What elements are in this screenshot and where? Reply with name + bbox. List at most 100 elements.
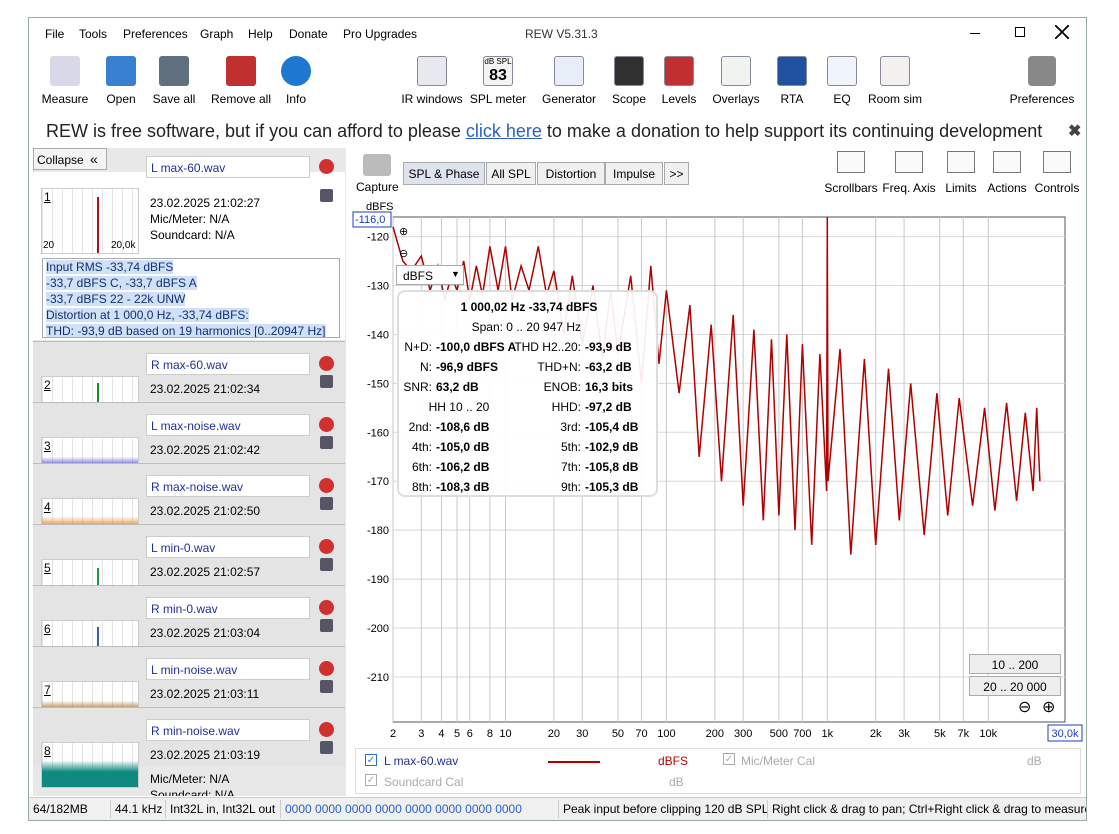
- toolbar-label[interactable]: Save all: [152, 92, 196, 106]
- zoom-in-x[interactable]: ⊕: [1042, 699, 1056, 716]
- menu-item[interactable]: Donate: [289, 27, 328, 41]
- graph-tab-label[interactable]: Distortion: [545, 167, 597, 181]
- toolbar-icon[interactable]: [880, 56, 910, 86]
- graph-tab-label[interactable]: Impulse: [612, 167, 656, 181]
- measurement-action[interactable]: [320, 680, 333, 693]
- remove-button[interactable]: [319, 478, 334, 493]
- toolbar-label[interactable]: SPL meter: [469, 92, 527, 106]
- capture-label[interactable]: Capture: [356, 180, 399, 194]
- measurement-name[interactable]: L max-noise.wav: [146, 414, 310, 436]
- measurement-action[interactable]: [320, 619, 333, 632]
- toolbar-icon[interactable]: [417, 56, 447, 86]
- range-button-label[interactable]: 10 .. 200: [991, 658, 1039, 672]
- toolbar-label[interactable]: Room sim: [867, 92, 922, 106]
- measurement-action[interactable]: [320, 741, 333, 754]
- measurement-name-text[interactable]: L min-noise.wav: [151, 663, 238, 677]
- toolbar-label[interactable]: Overlays: [712, 92, 760, 106]
- measurement-name[interactable]: L min-0.wav: [146, 536, 310, 558]
- zoom-out-x[interactable]: ⊖: [1018, 699, 1032, 716]
- measurement-name[interactable]: L max-60.wav: [146, 156, 310, 178]
- measurement-name-text[interactable]: L max-noise.wav: [151, 419, 241, 433]
- toolbar-icon[interactable]: [50, 56, 80, 86]
- graph-tool-label[interactable]: Freq. Axis: [882, 181, 936, 195]
- donate-link[interactable]: click here: [465, 121, 542, 141]
- toolbar-icon[interactable]: [159, 56, 189, 86]
- toolbar-icon[interactable]: [614, 56, 644, 86]
- menu-item[interactable]: Tools: [79, 27, 108, 41]
- graph-tool-icon[interactable]: [895, 151, 923, 173]
- unit-select-label[interactable]: dBFS: [403, 269, 434, 283]
- measurement-name-text[interactable]: R min-noise.wav: [151, 724, 240, 738]
- collapse-icon[interactable]: «: [90, 151, 98, 167]
- thumbnail[interactable]: 8: [41, 742, 139, 788]
- toolbar-icon[interactable]: [483, 56, 513, 86]
- toolbar-icon[interactable]: [777, 56, 807, 86]
- toolbar-label[interactable]: Open: [106, 92, 136, 106]
- remove-button[interactable]: [319, 417, 334, 432]
- toolbar-icon[interactable]: [664, 56, 694, 86]
- menu-item[interactable]: Preferences: [123, 27, 188, 41]
- range-button[interactable]: 20 .. 20 000: [969, 676, 1061, 696]
- toolbar-icon[interactable]: [226, 56, 256, 86]
- menu-item[interactable]: File: [45, 27, 65, 41]
- unit-select[interactable]: dBFS ▼: [396, 265, 464, 285]
- measurement-action[interactable]: [320, 375, 333, 388]
- measurement-name[interactable]: R max-noise.wav: [146, 475, 310, 497]
- graph-tool-icon[interactable]: [1043, 151, 1071, 173]
- measurement-name-text[interactable]: L min-0.wav: [151, 541, 216, 555]
- measurement-name[interactable]: R max-60.wav: [146, 353, 310, 375]
- toolbar-label[interactable]: Generator: [541, 92, 597, 106]
- toolbar-icon[interactable]: [827, 56, 857, 86]
- graph-tab[interactable]: All SPL: [486, 162, 536, 185]
- range-button-label[interactable]: 20 .. 20 000: [983, 680, 1047, 694]
- maximize-button[interactable]: [1015, 27, 1025, 37]
- menu-item[interactable]: Pro Upgrades: [343, 27, 418, 41]
- graph-tab[interactable]: Distortion: [537, 162, 605, 185]
- measurement-action[interactable]: [320, 189, 333, 202]
- toolbar-icon[interactable]: [281, 56, 311, 86]
- graph-tool-label[interactable]: Scrollbars: [824, 181, 878, 195]
- measurement-name-text[interactable]: R max-noise.wav: [151, 480, 244, 494]
- toolbar-label[interactable]: Remove all: [210, 92, 272, 106]
- toolbar-label[interactable]: Info: [285, 92, 306, 106]
- toolbar-icon[interactable]: [554, 56, 584, 86]
- range-button[interactable]: 10 .. 200: [969, 654, 1061, 674]
- graph-tab-label[interactable]: >>: [669, 167, 684, 181]
- remove-button[interactable]: [319, 661, 334, 676]
- measurement-name-text[interactable]: R min-0.wav: [151, 602, 218, 616]
- toolbar-icon[interactable]: [721, 56, 751, 86]
- measurement-name[interactable]: R min-0.wav: [146, 597, 310, 619]
- toolbar-label[interactable]: Preferences: [1009, 92, 1075, 106]
- close-button[interactable]: [1055, 25, 1069, 39]
- measurement-action[interactable]: [320, 497, 333, 510]
- collapse-label[interactable]: Collapse: [37, 153, 84, 167]
- thumbnail[interactable]: 1: [41, 188, 139, 254]
- graph-tool-icon[interactable]: [993, 151, 1021, 173]
- measurement-name[interactable]: R min-noise.wav: [146, 719, 310, 741]
- toolbar-icon[interactable]: [1028, 56, 1056, 86]
- toolbar-label[interactable]: RTA: [780, 92, 804, 106]
- capture-icon[interactable]: [363, 154, 391, 176]
- toolbar-label[interactable]: Measure: [41, 92, 89, 106]
- toolbar-label[interactable]: IR windows: [401, 92, 463, 106]
- measurement-action[interactable]: [320, 558, 333, 571]
- collapse-button[interactable]: Collapse «: [33, 148, 107, 170]
- toolbar-label[interactable]: EQ: [833, 92, 851, 106]
- toolbar-label[interactable]: Scope: [611, 92, 647, 106]
- toolbar-icon[interactable]: [106, 56, 136, 86]
- graph-tab[interactable]: >>: [664, 162, 689, 185]
- measurement-name[interactable]: L min-noise.wav: [146, 658, 310, 680]
- checkbox[interactable]: ✓: [723, 753, 735, 765]
- remove-button[interactable]: [319, 539, 334, 554]
- menu-item[interactable]: Help: [248, 27, 273, 41]
- remove-button[interactable]: [319, 600, 334, 615]
- graph-tool-label[interactable]: Actions: [987, 181, 1027, 195]
- graph-tab-label[interactable]: All SPL: [491, 167, 531, 181]
- remove-button[interactable]: [319, 356, 334, 371]
- graph-tab-label[interactable]: SPL & Phase: [408, 167, 480, 181]
- checkbox[interactable]: ✓: [365, 754, 377, 766]
- minimize-button[interactable]: [970, 33, 980, 34]
- measurement-name-text[interactable]: R max-60.wav: [151, 358, 228, 372]
- remove-button[interactable]: [319, 159, 334, 174]
- graph-tool-icon[interactable]: [947, 151, 975, 173]
